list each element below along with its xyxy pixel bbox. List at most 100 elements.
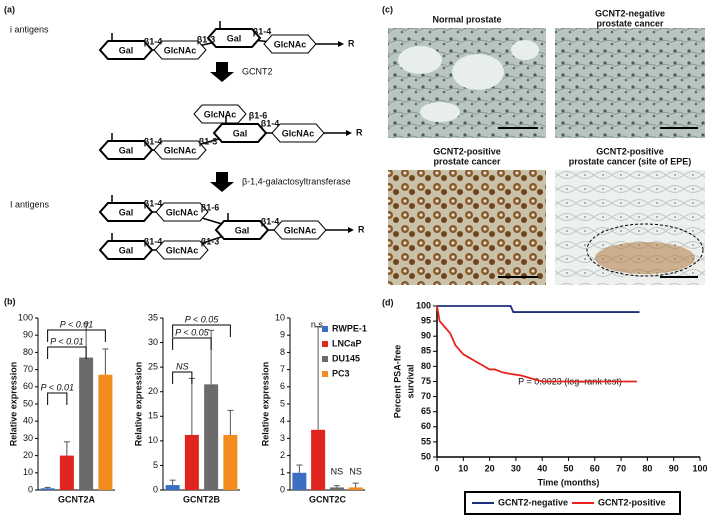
linkage-label: β1-4 [261, 216, 280, 226]
sugar-label: GlcNAc [204, 109, 237, 119]
y-tick-label: 30 [23, 433, 33, 443]
y-tick-label: 30 [148, 337, 158, 347]
legend-swatch [322, 356, 328, 362]
panel-label: (d) [382, 297, 394, 307]
linkage-label: β1-3 [201, 236, 220, 246]
y-tick-label: 65 [421, 406, 431, 416]
y-tick-label: 5 [280, 398, 285, 408]
lumen [398, 46, 442, 74]
y-tick-label: 5 [153, 460, 158, 470]
sugar-label: Gal [233, 128, 248, 138]
y-tick-label: 35 [148, 312, 158, 322]
panel-label: (b) [4, 296, 16, 306]
bar [40, 488, 55, 490]
significance-bracket [47, 392, 68, 405]
y-tick-label: 2 [280, 450, 285, 460]
linkage-label: β1-3 [197, 34, 216, 44]
legend-label: LNCaP [332, 338, 362, 348]
sugar-label: GlcNAc [164, 145, 197, 155]
significance-bracket [172, 371, 193, 384]
significance-label: NS [331, 466, 344, 476]
group-label: i antigens [10, 24, 49, 34]
y-tick-label: 1 [280, 467, 285, 477]
x-axis-title: Time (months) [538, 477, 600, 487]
reaction-arrow [210, 62, 234, 82]
sugar-node [193, 104, 247, 124]
sugar-node [212, 123, 268, 143]
x-tick-label: 10 [458, 463, 468, 473]
enzyme-label: GCNT2 [242, 66, 273, 76]
image-title: prostate cancer [596, 18, 664, 28]
legend-label: DU145 [332, 353, 360, 363]
y-tick-label: 95 [421, 315, 431, 325]
enzyme-label: β-1,4-galactosyltransferase [242, 176, 351, 186]
linkage-label: β1-6 [249, 110, 268, 120]
x-tick-label: 30 [511, 463, 521, 473]
image-title: GCNT2-positive [433, 146, 501, 156]
stained-region [595, 242, 695, 274]
panel-label: (c) [382, 4, 393, 14]
y-axis-title: Relative expression [133, 362, 143, 447]
y-tick-label: 0 [28, 484, 33, 494]
significance-bracket [172, 337, 212, 350]
panel-label: (a) [4, 4, 15, 14]
sugar-label: Gal [119, 45, 134, 55]
legend-label: GCNT2-negative [498, 497, 568, 507]
significance-label: P < 0.01 [50, 336, 83, 346]
panel-c-images [388, 28, 705, 285]
y-axis-title: survival [405, 364, 415, 398]
y-tick-label: 10 [275, 312, 285, 322]
x-axis-title: GCNT2C [309, 494, 347, 504]
y-tick-label: 40 [23, 416, 33, 426]
sugar-node [214, 220, 270, 240]
bar [165, 485, 180, 490]
image-title: GCNT2-positive [596, 146, 664, 156]
linkage-label: β1-4 [144, 198, 163, 208]
reducing-end: R [348, 38, 355, 48]
sugar-label: GlcNAc [284, 225, 317, 235]
significance-label: P < 0.01 [41, 382, 74, 392]
y-tick-label: 6 [280, 381, 285, 391]
x-tick-label: 70 [616, 463, 626, 473]
significance-label: NS [349, 466, 362, 476]
arrow-head [338, 41, 344, 47]
survival-curve [437, 305, 640, 313]
y-tick-label: 50 [23, 398, 33, 408]
x-tick-label: 60 [590, 463, 600, 473]
y-tick-label: 60 [421, 421, 431, 431]
bar [329, 487, 344, 490]
reducing-end: R [358, 224, 365, 234]
x-tick-label: 0 [434, 463, 439, 473]
reducing-end: R [356, 127, 363, 137]
sugar-node [98, 240, 154, 260]
image-title: Normal prostate [432, 14, 501, 24]
y-tick-label: 10 [23, 467, 33, 477]
linkage-label: β1-3 [199, 136, 218, 146]
reaction-arrow [210, 172, 234, 192]
micrograph [388, 170, 546, 285]
y-tick-label: 100 [18, 312, 33, 322]
sugar-label: GlcNAc [166, 245, 199, 255]
bar [311, 429, 326, 490]
sugar-label: GlcNAc [164, 45, 197, 55]
sugar-label: Gal [235, 225, 250, 235]
y-axis-title: Relative expression [8, 362, 18, 447]
y-tick-label: 7 [280, 364, 285, 374]
significance-label: P < 0.05 [185, 314, 219, 324]
lumen [511, 40, 539, 60]
bar [204, 384, 219, 490]
linkage-label: β1-4 [144, 36, 163, 46]
bar [79, 357, 94, 490]
y-axis-title: Relative expression [260, 362, 270, 447]
y-tick-label: 75 [421, 376, 431, 386]
y-tick-label: 90 [23, 330, 33, 340]
x-axis-title: GCNT2A [58, 494, 96, 504]
sugar-node [263, 34, 317, 54]
epe-outline [586, 223, 704, 277]
y-tick-label: 55 [421, 436, 431, 446]
sugar-label: Gal [119, 145, 134, 155]
sugar-node [153, 140, 207, 160]
y-tick-label: 20 [148, 386, 158, 396]
y-tick-label: 60 [23, 381, 33, 391]
lumen [452, 54, 504, 90]
